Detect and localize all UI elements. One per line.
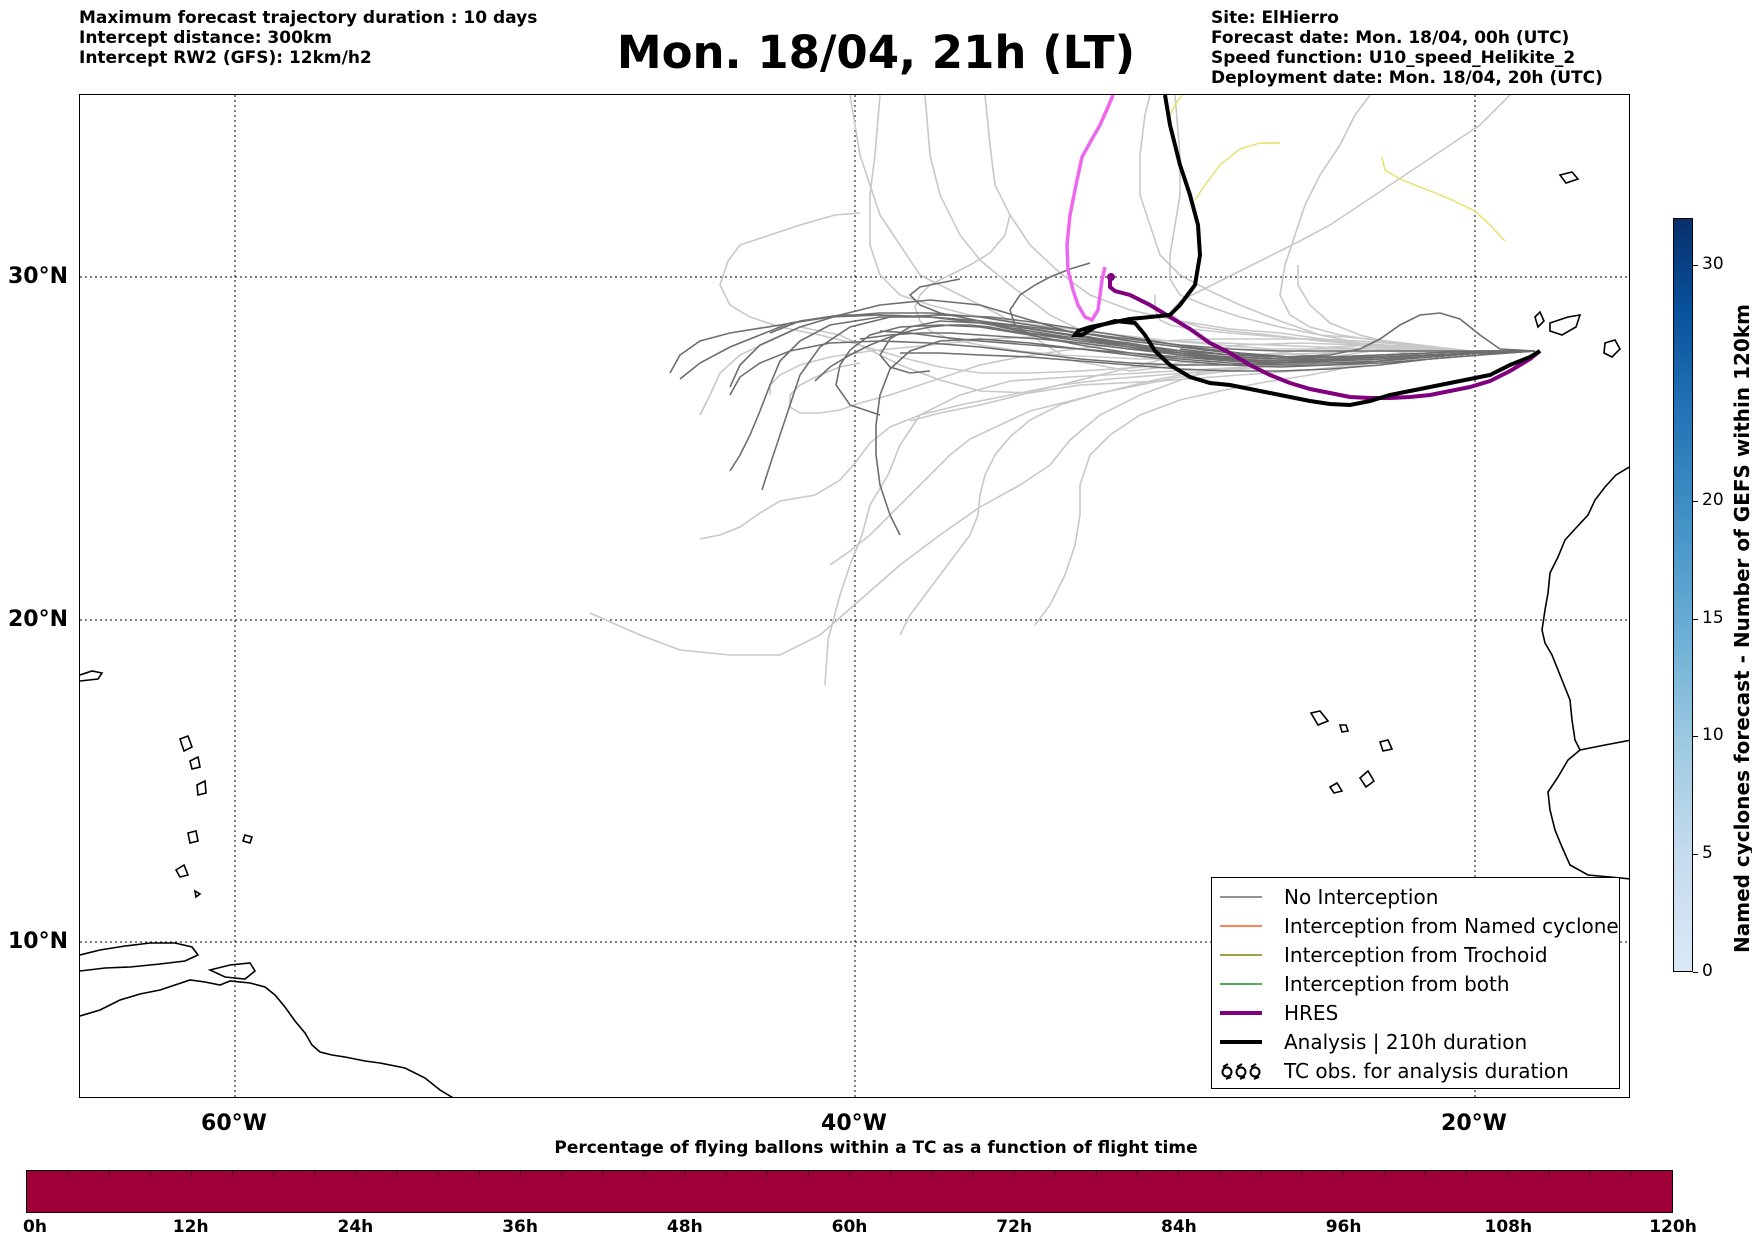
- colorbar-vertical-tick-mark: [1693, 736, 1698, 738]
- legend-swatch-analysis: [1220, 1040, 1262, 1044]
- legend-swatch-named-cyclone: [1220, 925, 1262, 927]
- legend-label-named-cyclone: Interception from Named cyclone: [1284, 914, 1619, 938]
- header-right-line-1: Site: ElHierro: [1211, 8, 1339, 28]
- legend-item-both: Interception from both: [1212, 970, 1510, 998]
- header-right-line-2: Forecast date: Mon. 18/04, 00h (UTC): [1211, 28, 1570, 48]
- colorbar-horizontal-tick-label: 48h: [666, 1217, 703, 1237]
- legend-label-hres: HRES: [1284, 1001, 1339, 1025]
- legend-item-no-interception: No Interception: [1212, 883, 1438, 911]
- legend-label-trochoid: Interception from Trochoid: [1284, 943, 1548, 967]
- header-right-line-4: Deployment date: Mon. 18/04, 20h (UTC): [1211, 68, 1603, 88]
- colorbar-horizontal-tick-label: 72h: [996, 1217, 1033, 1237]
- legend-label-both: Interception from both: [1284, 972, 1510, 996]
- colorbar-horizontal-tick-label: 120h: [1649, 1217, 1697, 1237]
- island-tenerife: [1549, 313, 1582, 336]
- coast-trinidad: [207, 962, 257, 980]
- island-cape-verde-3: [1378, 739, 1394, 752]
- island-barbados: [241, 834, 254, 844]
- island-lesser-antilles-3: [196, 779, 207, 797]
- colorbar-vertical-tick-mark: [1693, 854, 1698, 856]
- colorbar-horizontal-tick-label: 12h: [172, 1217, 209, 1237]
- lon-label-20w: 20°W: [1441, 1111, 1507, 1136]
- header-left-line-1: Maximum forecast trajectory duration : 1…: [79, 8, 538, 28]
- coast-south-america: [80, 979, 454, 1097]
- colorbar-named-cyclones: [1673, 218, 1693, 972]
- legend-label-no-interception: No Interception: [1284, 885, 1439, 909]
- colorbar-vertical-tick-mark: [1693, 500, 1698, 502]
- header-right-line-3: Speed function: U10_speed_Helikite_2: [1211, 48, 1576, 68]
- colorbar-vertical-tick-label: 30: [1702, 254, 1724, 275]
- colorbar-vertical-tick-label: 0: [1702, 961, 1713, 981]
- header-right: Site: ElHierro Forecast date: Mon. 18/04…: [1211, 8, 1603, 88]
- legend-item-hres: HRES: [1212, 999, 1338, 1027]
- island-lesser-antilles-2: [189, 755, 201, 770]
- coast-venezuela-north: [80, 942, 200, 972]
- lon-label-40w: 40°W: [821, 1111, 887, 1136]
- legend-label-tc-obs: TC obs. for analysis duration: [1284, 1059, 1569, 1083]
- colorbar-vertical-tick-mark: [1693, 972, 1698, 973]
- map-svg: [80, 95, 1629, 1097]
- colorbar-vertical-tick-label: 5: [1702, 843, 1713, 864]
- ensemble-tracks-no-interception: [669, 262, 1536, 536]
- legend-item-named-cyclone: Interception from Named cyclone: [1212, 912, 1619, 940]
- colorbar-horizontal-minor-ticks: [67, 1171, 1632, 1177]
- colorbar-horizontal-tick-label: 84h: [1161, 1217, 1197, 1237]
- legend-item-tc-obs: TC obs. for analysis duration: [1212, 1057, 1569, 1085]
- legend-item-trochoid: Interception from Trochoid: [1212, 941, 1548, 969]
- island-cape-verde-4: [1358, 769, 1376, 789]
- legend-item-analysis: Analysis | 210h duration: [1212, 1028, 1527, 1056]
- coastlines: [80, 171, 1629, 1097]
- header-left-line-3: Intercept RW2 (GFS): 12km/h2: [79, 48, 372, 68]
- island-cape-verde-1: [1309, 710, 1330, 726]
- island-lesser-antilles-4: [187, 830, 199, 844]
- header-left: Maximum forecast trajectory duration : 1…: [79, 8, 537, 68]
- legend-swatch-both: [1220, 983, 1262, 985]
- header-left-line-2: Intercept distance: 300km: [79, 28, 332, 48]
- island-lesser-antilles-5: [174, 863, 190, 878]
- island-cape-verde-2: [1338, 724, 1350, 733]
- colorbar-horizontal-tick-label: 24h: [337, 1217, 374, 1237]
- colorbar-vertical-label: Named cyclones forecast - Number of GEFS…: [1730, 304, 1752, 953]
- map-panel[interactable]: [79, 94, 1630, 1098]
- tc-obs-symbols-icon: [1221, 1063, 1261, 1080]
- colorbar-vertical-tick-mark: [1693, 618, 1698, 620]
- legend-swatch-hres: [1220, 1011, 1262, 1015]
- coast-west-africa-south: [1547, 749, 1629, 880]
- lat-label-30n: 30°N: [8, 264, 69, 289]
- colorbar-horizontal-tick-label: 96h: [1325, 1217, 1362, 1237]
- track-hres: [1108, 275, 1542, 400]
- colorbar-horizontal-tick-label: 0h: [23, 1217, 47, 1237]
- island-la-palma: [1534, 310, 1545, 329]
- ensemble-tracks-light: [589, 95, 1511, 686]
- lat-label-10n: 10°N: [8, 929, 69, 954]
- island-lesser-antilles-1: [178, 734, 193, 753]
- legend-swatch-trochoid: [1220, 954, 1262, 956]
- colorbar-horizontal-label: Percentage of flying ballons within a TC…: [554, 1138, 1198, 1158]
- tracks-yellow: [1169, 95, 1506, 242]
- island-gran-canaria: [1603, 339, 1621, 358]
- lat-label-20n: 20°N: [8, 607, 69, 632]
- legend-swatch-no-interception: [1220, 896, 1262, 898]
- track-pink: [1065, 95, 1115, 323]
- colorbar-vertical-tick-label: 10: [1702, 725, 1724, 746]
- track-analysis: [1071, 95, 1542, 408]
- lon-label-60w: 60°W: [201, 1111, 267, 1136]
- island-madeira: [1558, 171, 1580, 184]
- legend-label-analysis: Analysis | 210h duration: [1284, 1030, 1528, 1054]
- hres-start-marker: [1107, 273, 1115, 281]
- map-legend: No Interception Interception from Named …: [1211, 877, 1620, 1089]
- colorbar-vertical-tick-label: 15: [1702, 607, 1724, 628]
- island-cape-verde-5: [1328, 781, 1344, 794]
- colorbar-horizontal-tick-label: 60h: [831, 1217, 868, 1237]
- colorbar-tc-percentage: [26, 1170, 1673, 1213]
- island-virgin: [80, 670, 104, 682]
- colorbar-horizontal-tick-label: 108h: [1484, 1217, 1533, 1237]
- colorbar-vertical-tick-label: 20: [1702, 489, 1724, 510]
- coast-west-africa: [1541, 466, 1629, 751]
- page-title: Mon. 18/04, 21h (LT): [616, 26, 1136, 79]
- colorbar-vertical-tick-mark: [1693, 265, 1698, 267]
- island-tobago: [193, 889, 202, 899]
- colorbar-horizontal-tick-label: 36h: [502, 1217, 538, 1237]
